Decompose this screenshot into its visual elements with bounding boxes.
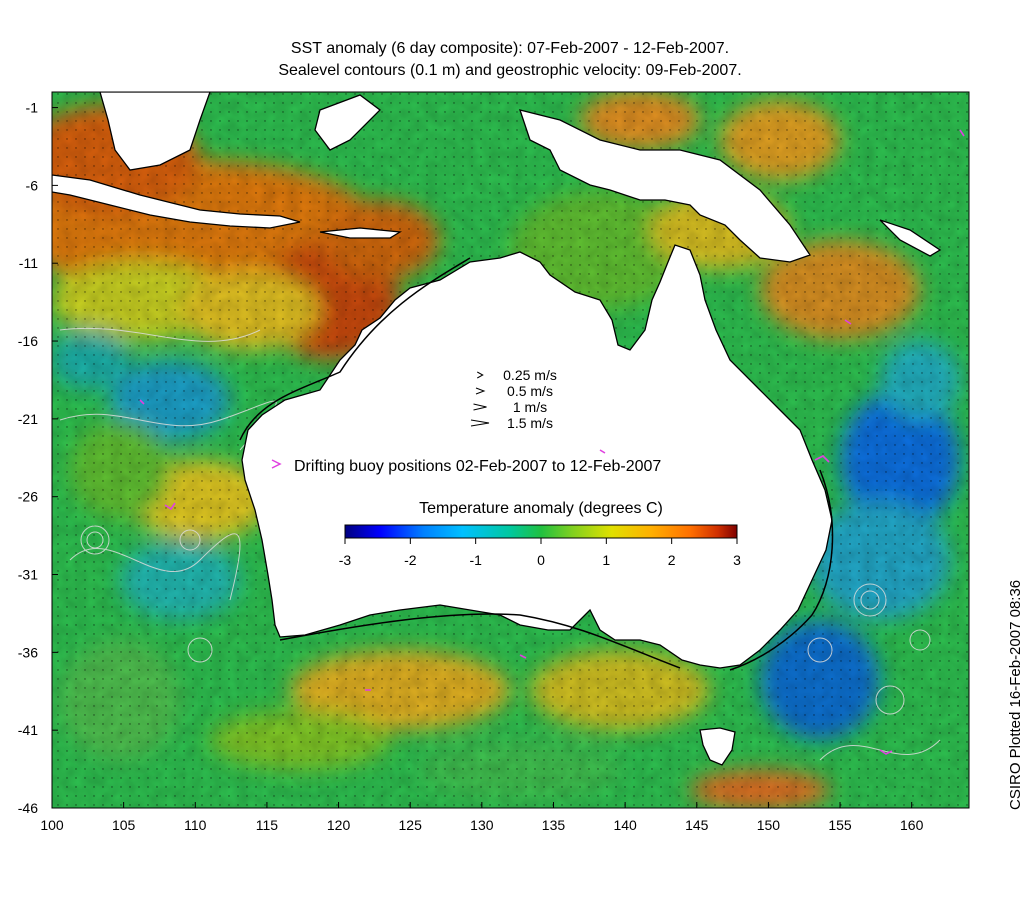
x-tick-label: 105 [112, 817, 136, 833]
y-tick-label: -16 [18, 333, 38, 349]
x-tick-label: 140 [613, 817, 637, 833]
colorbar-title: Temperature anomaly (degrees C) [419, 500, 663, 517]
map-title-line2: Sealevel contours (0.1 m) and geostrophi… [278, 62, 742, 79]
y-tick-label: -31 [18, 567, 38, 583]
credit-text: CSIRO Plotted 16-Feb-2007 08:36 [1007, 579, 1020, 810]
buoy-marker-icon [271, 459, 282, 469]
velocity-legend: 0.25 m/s0.5 m/s1 m/s1.5 m/s [470, 367, 557, 431]
x-tick-label: 120 [327, 817, 351, 833]
x-tick-label: 100 [40, 817, 64, 833]
x-tick-label: 135 [542, 817, 566, 833]
velocity-arrow-icon [475, 387, 486, 395]
x-tick-label: 115 [256, 817, 279, 833]
x-tick-label: 150 [757, 817, 781, 833]
shelf-contour [239, 257, 834, 671]
y-tick-label: -6 [26, 177, 39, 193]
colorbar-tick-label: -3 [339, 552, 352, 568]
velocity-legend-label: 1.5 m/s [507, 415, 553, 431]
velocity-legend-label: 1 m/s [513, 399, 547, 415]
y-tick-label: -21 [18, 411, 38, 427]
buoy-legend-label: Drifting buoy positions 02-Feb-2007 to 1… [294, 458, 661, 475]
colorbar-tick-label: 1 [602, 552, 610, 568]
colorbar-tick-label: 0 [537, 552, 545, 568]
y-tick-label: -36 [18, 644, 38, 660]
map-title-line1: SST anomaly (6 day composite): 07-Feb-20… [290, 40, 730, 57]
x-tick-label: 160 [900, 817, 924, 833]
colorbar: Temperature anomaly (degrees C) -3 -2 -1 0 1… [339, 500, 741, 568]
x-tick-label: 130 [470, 817, 494, 833]
buoy-tracks [139, 129, 965, 755]
x-tick-label: 110 [184, 817, 207, 833]
velocity-legend-label: 0.5 m/s [507, 383, 553, 399]
x-tick-label: 155 [828, 817, 852, 833]
x-tick-label: 145 [685, 817, 709, 833]
y-tick-label: -46 [18, 800, 38, 816]
y-tick-label: -26 [18, 489, 38, 505]
colorbar-gradient [344, 524, 738, 539]
colorbar-tick-label: -2 [404, 552, 417, 568]
velocity-arrow-icon [473, 403, 487, 411]
velocity-arrow-icon [477, 371, 484, 379]
land [52, 92, 942, 766]
x-axis: 100 105 110 115 120 125 130 135 140 145 150 155 160 [40, 802, 924, 833]
velocity-arrow-icon [470, 419, 490, 427]
y-axis: -1 -6 -11 -16 -21 -26 -31 -36 -41 -46 [18, 100, 58, 816]
colorbar-tick-label: 3 [733, 552, 741, 568]
velocity-legend-label: 0.25 m/s [503, 367, 557, 383]
plot-frame [51, 91, 970, 809]
x-tick-label: 125 [399, 817, 423, 833]
colorbar-tick-label: 2 [668, 552, 676, 568]
buoy-legend: Drifting buoy positions 02-Feb-2007 to 1… [271, 458, 661, 475]
sst-field [52, 92, 969, 808]
y-tick-label: -1 [26, 100, 39, 116]
colorbar-tick-label: -1 [469, 552, 482, 568]
y-tick-label: -41 [18, 722, 38, 738]
y-tick-label: -11 [19, 255, 38, 271]
